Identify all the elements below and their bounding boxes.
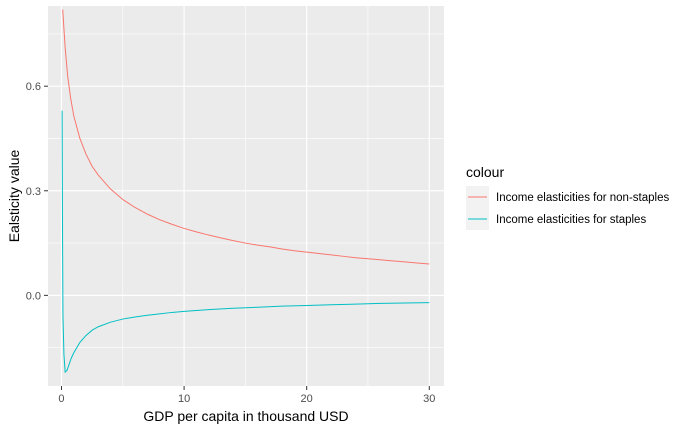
legend: colour Income elasticities for non-stapl… — [466, 164, 669, 230]
y-axis-ticks: 0.0 0.3 0.6 — [26, 81, 48, 302]
legend-label: Income elasticities for non-staples — [496, 192, 669, 204]
grid-major — [48, 6, 444, 386]
x-tick-label: 0 — [58, 393, 64, 405]
series-lines — [61, 9, 430, 374]
series-line-2 — [61, 110, 430, 374]
legend-items: Income elasticities for non-staples Incom… — [466, 186, 669, 230]
y-axis-title: Ealsticity value — [6, 149, 22, 242]
legend-title: colour — [466, 164, 504, 180]
x-axis-title: GDP per capita in thousand USD — [143, 408, 348, 424]
y-tick-label: 0.3 — [26, 186, 41, 198]
legend-label: Income elasticities for staples — [496, 214, 646, 226]
series-line-1 — [62, 9, 430, 265]
x-axis-ticks: 0 10 20 30 — [58, 386, 435, 405]
x-tick-label: 30 — [423, 393, 435, 405]
y-tick-label: 0.6 — [26, 81, 41, 93]
y-tick-label: 0.0 — [26, 290, 41, 302]
x-tick-label: 10 — [178, 393, 190, 405]
x-tick-label: 20 — [301, 393, 313, 405]
plot-panel — [48, 6, 444, 386]
